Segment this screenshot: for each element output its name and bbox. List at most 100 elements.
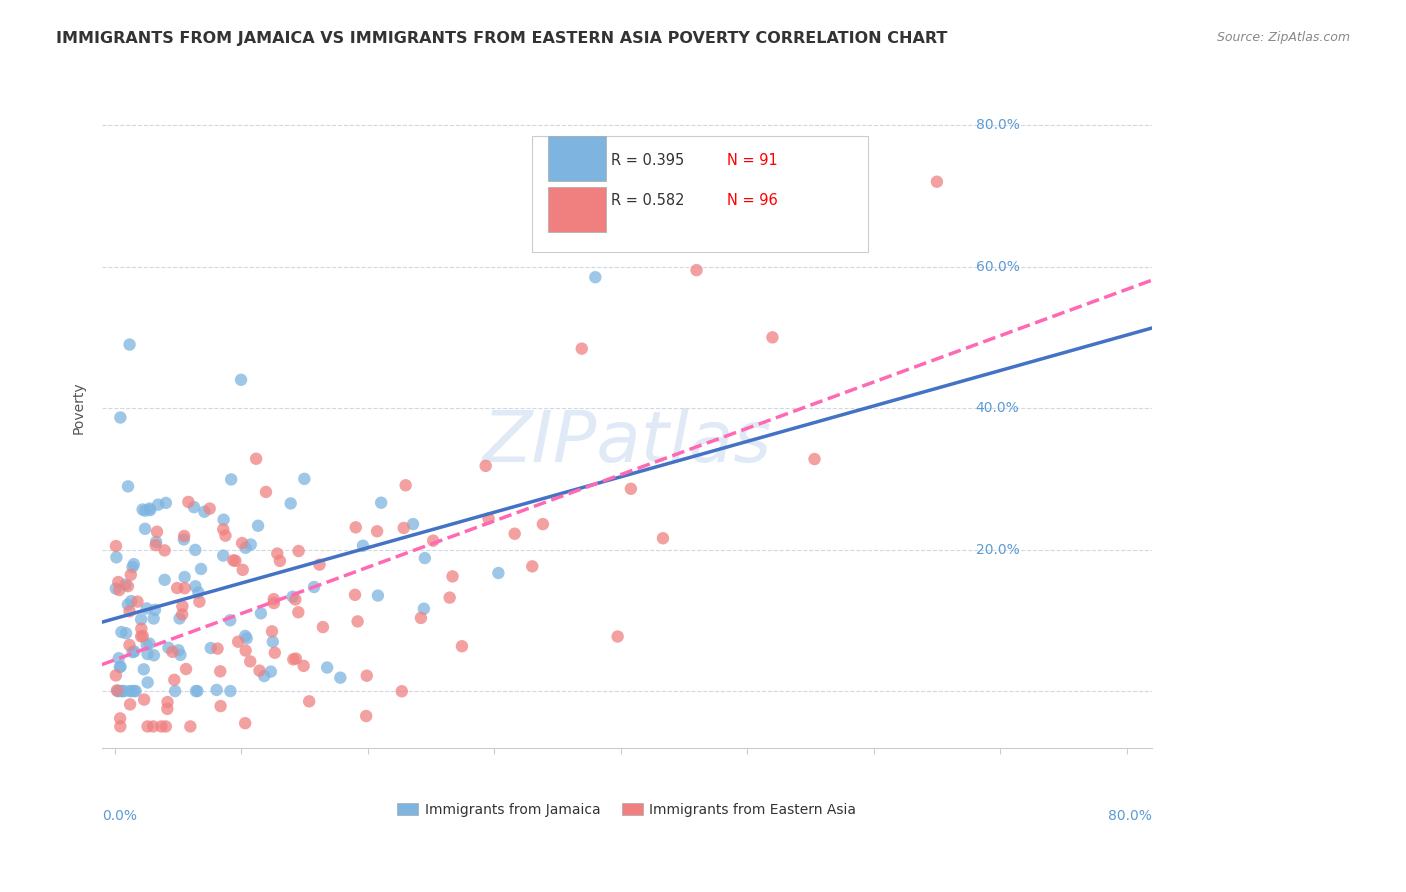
jamaica	[118, 684, 141, 698]
eastern_asia	[685, 263, 707, 277]
jamaica	[124, 644, 146, 658]
jamaica	[212, 513, 235, 527]
eastern_asia	[188, 595, 211, 609]
jamaica	[292, 472, 315, 486]
jamaica	[114, 577, 136, 591]
eastern_asia	[474, 458, 496, 473]
jamaica	[110, 410, 132, 425]
eastern_asia	[105, 683, 128, 698]
jamaica	[135, 638, 157, 652]
eastern_asia	[166, 581, 188, 595]
jamaica	[107, 684, 129, 698]
eastern_asia	[117, 579, 139, 593]
jamaica	[235, 632, 257, 646]
jamaica	[219, 684, 242, 698]
jamaica	[122, 684, 145, 698]
jamaica	[115, 626, 138, 640]
jamaica	[145, 534, 167, 549]
eastern_asia	[263, 596, 285, 610]
eastern_asia	[925, 175, 948, 189]
eastern_asia	[214, 529, 236, 543]
jamaica	[184, 542, 207, 557]
Text: Source: ZipAtlas.com: Source: ZipAtlas.com	[1216, 31, 1350, 45]
jamaica	[205, 682, 228, 697]
eastern_asia	[287, 544, 309, 558]
eastern_asia	[131, 622, 153, 636]
jamaica	[233, 629, 256, 643]
jamaica	[402, 517, 425, 532]
eastern_asia	[172, 607, 194, 622]
jamaica	[169, 648, 191, 662]
eastern_asia	[346, 615, 368, 629]
jamaica	[281, 590, 304, 604]
jamaica	[108, 660, 131, 674]
jamaica	[229, 373, 252, 387]
eastern_asia	[173, 529, 195, 543]
eastern_asia	[606, 630, 628, 644]
jamaica	[118, 337, 141, 351]
eastern_asia	[212, 522, 235, 536]
eastern_asia	[260, 624, 283, 639]
Y-axis label: Poverty: Poverty	[72, 382, 86, 434]
eastern_asia	[531, 517, 554, 532]
jamaica	[146, 498, 169, 512]
jamaica	[367, 589, 389, 603]
eastern_asia	[266, 547, 288, 561]
eastern_asia	[308, 558, 330, 572]
jamaica	[583, 270, 606, 285]
eastern_asia	[366, 524, 388, 539]
eastern_asia	[477, 511, 499, 525]
FancyBboxPatch shape	[548, 187, 606, 232]
eastern_asia	[233, 716, 256, 731]
jamaica	[239, 537, 262, 551]
eastern_asia	[620, 482, 643, 496]
eastern_asia	[118, 638, 141, 652]
eastern_asia	[104, 539, 127, 553]
eastern_asia	[239, 655, 262, 669]
jamaica	[370, 496, 392, 510]
jamaica	[132, 662, 155, 676]
jamaica	[212, 549, 235, 563]
eastern_asia	[155, 719, 177, 733]
jamaica	[219, 613, 242, 627]
eastern_asia	[312, 620, 335, 634]
eastern_asia	[522, 559, 544, 574]
jamaica	[253, 669, 276, 683]
jamaica	[167, 643, 190, 657]
jamaica	[107, 651, 129, 665]
eastern_asia	[209, 699, 232, 714]
eastern_asia	[344, 520, 367, 534]
Text: IMMIGRANTS FROM JAMAICA VS IMMIGRANTS FROM EASTERN ASIA POVERTY CORRELATION CHAR: IMMIGRANTS FROM JAMAICA VS IMMIGRANTS FR…	[56, 31, 948, 46]
eastern_asia	[231, 536, 253, 550]
jamaica	[138, 636, 160, 650]
jamaica	[184, 579, 207, 593]
eastern_asia	[226, 634, 249, 648]
eastern_asia	[134, 692, 156, 706]
eastern_asia	[179, 719, 201, 733]
jamaica	[121, 645, 143, 659]
jamaica	[153, 573, 176, 587]
jamaica	[134, 503, 156, 517]
eastern_asia	[409, 611, 432, 625]
eastern_asia	[803, 452, 825, 467]
eastern_asia	[174, 662, 197, 676]
eastern_asia	[108, 582, 131, 597]
jamaica	[125, 684, 148, 698]
jamaica	[352, 539, 374, 553]
jamaica	[155, 496, 177, 510]
eastern_asia	[224, 554, 246, 568]
jamaica	[136, 675, 159, 690]
jamaica	[165, 684, 187, 698]
eastern_asia	[263, 646, 285, 660]
Text: 20.0%: 20.0%	[976, 542, 1019, 557]
eastern_asia	[284, 592, 307, 607]
Text: ZIPatlas: ZIPatlas	[482, 408, 772, 476]
Text: N = 91: N = 91	[727, 153, 778, 168]
jamaica	[157, 640, 180, 655]
eastern_asia	[254, 484, 277, 499]
jamaica	[110, 625, 132, 640]
eastern_asia	[107, 574, 129, 589]
eastern_asia	[652, 531, 675, 545]
jamaica	[235, 541, 257, 555]
eastern_asia	[132, 629, 155, 643]
